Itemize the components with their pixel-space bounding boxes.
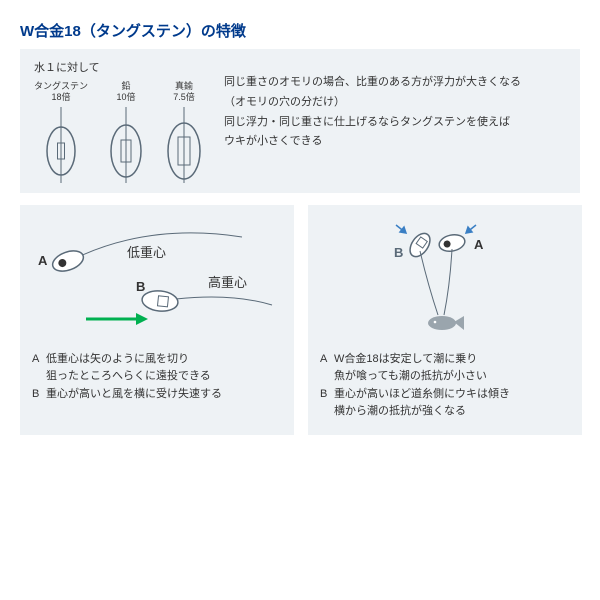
legend-label — [320, 368, 334, 386]
legend-label: B — [320, 386, 334, 404]
sinker-material: 真鍮 — [164, 81, 204, 92]
legend-row: 魚が喰っても潮の抵抗が小さい — [320, 368, 570, 386]
legend-row: 狙ったところへらくに遠投できる — [32, 368, 282, 386]
legend-label — [32, 368, 46, 386]
sinker-material: 鉛 — [106, 81, 146, 92]
svg-text:A: A — [474, 237, 484, 252]
sinker-ratio: 18倍 — [34, 92, 88, 103]
left-panel: A低重心B高重心 A低重心は矢のように風を切り狙ったところへらくに遠投できるB重… — [20, 205, 294, 435]
right-legend: AW合金18は安定して潮に乗り魚が喰っても潮の抵抗が小さいB重心が高いほど道糸側… — [320, 351, 570, 421]
top-subtitle: 水１に対して — [34, 59, 224, 75]
sinker-ratio: 7.5倍 — [164, 92, 204, 103]
sinker-row: タングステン18倍鉛10倍真鍮7.5倍 — [34, 81, 204, 183]
legend-row: AW合金18は安定して潮に乗り — [320, 351, 570, 369]
legend-row: 横から潮の抵抗が強くなる — [320, 403, 570, 421]
legend-row: B重心が高いと風を横に受け失速する — [32, 386, 282, 404]
svg-text:B: B — [136, 279, 145, 294]
top-text-line: 同じ浮力・同じ重さに仕上げるならタングステンを使えば — [224, 113, 521, 133]
top-text: 同じ重さのオモリの場合、比重のある方が浮力が大きくなる （オモリの穴の分だけ） … — [224, 59, 521, 152]
sinker-item: 鉛10倍 — [106, 81, 146, 183]
legend-text: 魚が喰っても潮の抵抗が小さい — [334, 368, 570, 386]
legend-text: W合金18は安定して潮に乗り — [334, 351, 570, 369]
page-title: W合金18（タングステン）の特徴 — [20, 20, 580, 41]
sinker-ratio: 10倍 — [106, 92, 146, 103]
left-legend: A低重心は矢のように風を切り狙ったところへらくに遠投できるB重心が高いと風を横に… — [32, 351, 282, 404]
top-text-line: ウキが小さくできる — [224, 132, 521, 152]
left-illustration: A 低重心 B 高重心 — [32, 215, 282, 345]
legend-label: A — [32, 351, 46, 369]
right-panel: BA AW合金18は安定して潮に乗り魚が喰っても潮の抵抗が小さいB重心が高いほど… — [308, 205, 582, 435]
sinker-material: タングステン — [34, 81, 88, 92]
legend-label: B — [32, 386, 46, 404]
legend-row: A低重心は矢のように風を切り — [32, 351, 282, 369]
legend-text: 横から潮の抵抗が強くなる — [334, 403, 570, 421]
sinker-item: 真鍮7.5倍 — [164, 81, 204, 183]
top-panel: 水１に対して タングステン18倍鉛10倍真鍮7.5倍 同じ重さのオモリの場合、比… — [20, 49, 580, 193]
legend-text: 重心が高いと風を横に受け失速する — [46, 386, 282, 404]
legend-text: 低重心は矢のように風を切り — [46, 351, 282, 369]
top-text-line: （オモリの穴の分だけ） — [224, 93, 521, 113]
sinker-item: タングステン18倍 — [34, 81, 88, 183]
svg-text:低重心: 低重心 — [127, 245, 166, 260]
legend-label — [320, 403, 334, 421]
legend-row: B重心が高いほど道糸側にウキは傾き — [320, 386, 570, 404]
legend-text: 重心が高いほど道糸側にウキは傾き — [334, 386, 570, 404]
legend-text: 狙ったところへらくに遠投できる — [46, 368, 282, 386]
legend-label: A — [320, 351, 334, 369]
svg-text:高重心: 高重心 — [208, 275, 247, 290]
right-illustration: BA — [320, 215, 570, 345]
svg-text:A: A — [38, 253, 48, 268]
svg-text:B: B — [394, 245, 403, 260]
top-text-line: 同じ重さのオモリの場合、比重のある方が浮力が大きくなる — [224, 73, 521, 93]
